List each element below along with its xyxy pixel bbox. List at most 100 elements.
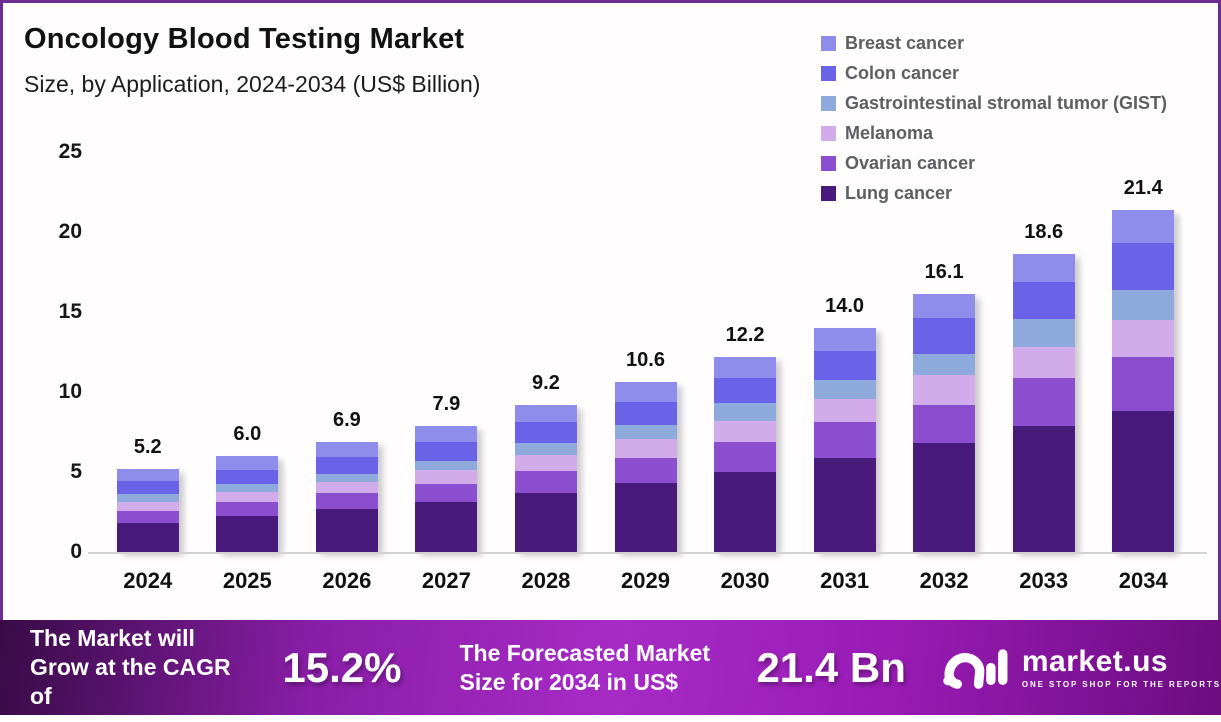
bar-total-label: 6.9 — [332, 408, 361, 431]
bar-segment-melanoma — [315, 481, 378, 493]
forecast-caption: The Forecasted Market Size for 2034 in U… — [459, 639, 711, 695]
bar-total-label: 21.4 — [1123, 176, 1163, 199]
bar-group-2026: 6.9 2026 — [297, 152, 397, 593]
bar-segment-lung-cancer — [714, 472, 777, 552]
x-axis-label-2028: 2028 — [521, 568, 571, 593]
legend-label: Lung cancer — [845, 183, 953, 203]
bar-series-container: 5.2 2024 6.0 2025 6.9 2026 7.9 2027 9.2 2028 10.6 2… — [98, 152, 1193, 593]
bar-segment-lung-cancer — [1012, 425, 1075, 552]
bar-total-label: 9.2 — [532, 371, 560, 394]
bar-total-label: 18.6 — [1024, 221, 1064, 244]
legend-item-lung-cancer: Lung cancer — [821, 183, 1167, 204]
bar-total-label: 14.0 — [825, 295, 865, 317]
x-axis-label-2031: 2031 — [820, 568, 870, 593]
chart-title: Oncology Blood Testing Market — [24, 23, 465, 55]
x-axis-label-2024: 2024 — [123, 568, 173, 593]
bar-segment-colon-cancer — [116, 480, 179, 495]
x-axis-label-2030: 2030 — [720, 568, 770, 593]
bar-segment-melanoma — [514, 455, 577, 472]
bar-group-2031: 14.0 2031 — [795, 152, 895, 593]
bar-segment-colon-cancer — [714, 377, 777, 404]
bar-segment-gastrointestinal-stromal-tumor-gist — [913, 353, 976, 376]
chart-panel: Oncology Blood Testing Market Size, by A… — [0, 0, 1221, 620]
market-us-logo-icon — [943, 648, 1008, 689]
bar-segment-melanoma — [913, 375, 976, 405]
bar-segment-gastrointestinal-stromal-tumor-gist — [614, 424, 677, 440]
market-us-logo: market.us ONE STOP SHOP FOR THE REPORTS — [942, 639, 1221, 697]
bar-segment-ovarian-cancer — [116, 511, 179, 524]
x-axis-line — [88, 552, 1207, 554]
legend-swatch-ovarian-cancer — [821, 156, 836, 171]
bar-segment-breast-cancer — [116, 468, 179, 481]
bar-segment-colon-cancer — [813, 351, 876, 381]
bar-segment-colon-cancer — [415, 441, 478, 461]
stacked-bar-2030 — [714, 356, 777, 552]
bar-segment-breast-cancer — [913, 294, 976, 319]
bar-segment-melanoma — [813, 399, 876, 423]
stacked-bar-2034 — [1112, 209, 1175, 552]
legend-swatch-colon-cancer — [821, 66, 836, 81]
plot-area: 0 5 10 15 20 25 5.2 2024 6.0 2025 6.9 2026 7.9 2027 9… — [59, 140, 1207, 593]
legend-label: Colon cancer — [845, 63, 960, 83]
bar-segment-breast-cancer — [813, 328, 876, 352]
bar-segment-breast-cancer — [216, 456, 279, 470]
bar-segment-gastrointestinal-stromal-tumor-gist — [714, 403, 777, 421]
legend-swatch-breast-cancer — [821, 36, 836, 51]
bar-segment-gastrointestinal-stromal-tumor-gist — [315, 473, 378, 482]
bar-group-2034: 21.4 2034 — [1093, 152, 1193, 593]
bar-segment-gastrointestinal-stromal-tumor-gist — [1012, 319, 1075, 348]
bar-group-2028: 9.2 2028 — [496, 152, 596, 593]
bar-segment-lung-cancer — [813, 457, 876, 552]
stacked-bar-2026 — [315, 441, 378, 552]
bar-segment-lung-cancer — [913, 443, 976, 552]
stacked-bar-2033 — [1012, 254, 1075, 552]
bar-segment-lung-cancer — [415, 502, 478, 552]
legend: Breast cancer Colon cancer Gastrointestina… — [821, 33, 1167, 204]
bar-segment-lung-cancer — [514, 492, 577, 552]
legend-swatch-gastrointestinal-stromal-tumor-gist — [821, 96, 836, 111]
stacked-bar-2032 — [913, 294, 976, 552]
bar-segment-ovarian-cancer — [614, 457, 677, 484]
stacked-bar-2028 — [514, 404, 577, 552]
bottom-banner: The Market will Grow at the CAGR of 15.2… — [0, 620, 1221, 715]
legend-item-gastrointestinal-stromal-tumor-gist: Gastrointestinal stromal tumor (GIST) — [821, 93, 1167, 114]
bar-segment-breast-cancer — [1112, 209, 1175, 244]
bar-segment-colon-cancer — [1012, 282, 1075, 320]
bar-segment-breast-cancer — [415, 425, 478, 442]
bar-segment-gastrointestinal-stromal-tumor-gist — [1112, 289, 1175, 321]
bar-segment-lung-cancer — [116, 523, 179, 552]
legend-item-colon-cancer: Colon cancer — [821, 63, 1167, 84]
bar-segment-melanoma — [714, 420, 777, 442]
bar-group-2024: 5.2 2024 — [98, 152, 198, 593]
bar-segment-melanoma — [415, 470, 478, 485]
bar-segment-lung-cancer — [1112, 411, 1175, 552]
bar-segment-colon-cancer — [614, 401, 677, 425]
bar-segment-melanoma — [116, 501, 179, 512]
bar-segment-lung-cancer — [315, 508, 378, 552]
bar-segment-gastrointestinal-stromal-tumor-gist — [216, 484, 279, 493]
bar-segment-lung-cancer — [614, 483, 677, 552]
bar-group-2027: 7.9 2027 — [397, 152, 497, 593]
bar-segment-gastrointestinal-stromal-tumor-gist — [813, 380, 876, 400]
bar-total-label: 5.2 — [133, 435, 162, 458]
bar-segment-ovarian-cancer — [913, 404, 976, 444]
cagr-caption: The Market will Grow at the CAGR of — [30, 625, 231, 709]
bar-segment-melanoma — [1012, 347, 1075, 378]
bar-total-label: 10.6 — [626, 349, 665, 372]
legend-item-ovarian-cancer: Ovarian cancer — [821, 153, 1167, 174]
bar-segment-colon-cancer — [1112, 243, 1175, 290]
bar-segment-ovarian-cancer — [714, 441, 777, 472]
x-axis-label-2029: 2029 — [621, 568, 670, 593]
stacked-bar-2027 — [415, 425, 478, 552]
bar-segment-breast-cancer — [1012, 254, 1075, 283]
legend-item-breast-cancer: Breast cancer — [821, 33, 1167, 54]
bar-segment-ovarian-cancer — [813, 422, 876, 458]
x-axis-label-2034: 2034 — [1118, 568, 1168, 593]
bar-total-label: 7.9 — [432, 392, 461, 415]
stacked-bar-2024 — [116, 468, 179, 552]
bar-segment-ovarian-cancer — [514, 471, 577, 493]
bar-segment-colon-cancer — [913, 318, 976, 354]
cagr-value: 15.2% — [282, 643, 402, 691]
x-axis-label-2025: 2025 — [222, 568, 272, 593]
